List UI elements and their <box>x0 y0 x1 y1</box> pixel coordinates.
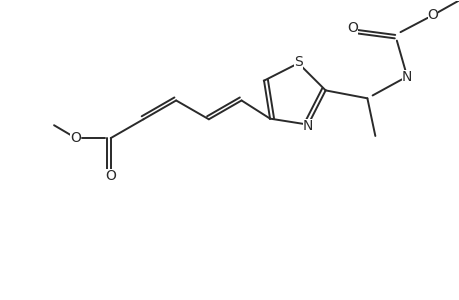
Text: O: O <box>70 131 81 145</box>
Text: O: O <box>105 169 116 183</box>
Text: N: N <box>401 70 411 83</box>
Text: S: S <box>293 55 302 69</box>
Text: O: O <box>426 8 437 22</box>
Text: O: O <box>346 21 357 35</box>
Text: N: N <box>302 118 313 133</box>
